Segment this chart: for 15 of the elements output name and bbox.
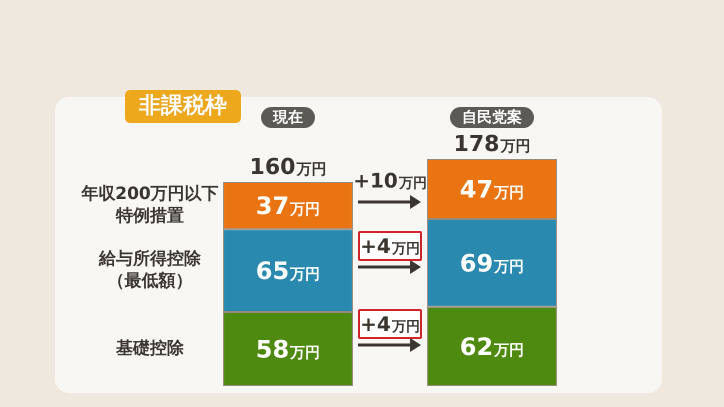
annotation: +10万円 xyxy=(353,168,427,193)
x-tick-label: 現在 xyxy=(272,108,303,126)
chart-title: 非課税枠 xyxy=(138,94,227,119)
series-label: 給与所得控除（最低額） xyxy=(98,249,202,292)
x-tick-label: 自民党案 xyxy=(462,108,522,126)
text: 基礎控除 xyxy=(115,338,185,358)
total-label: 160万円 xyxy=(250,154,326,180)
series-label: 年収200万円以下特例措置 xyxy=(80,184,219,226)
total-label: 178万円 xyxy=(454,132,530,157)
data-label: 69万円 xyxy=(460,250,524,278)
data-label: 58万円 xyxy=(256,336,320,364)
data-label: 47万円 xyxy=(460,176,524,204)
data-label: 37万円 xyxy=(256,192,320,220)
data-label: 62万円 xyxy=(460,333,524,362)
data-label: 65万円 xyxy=(256,257,320,286)
